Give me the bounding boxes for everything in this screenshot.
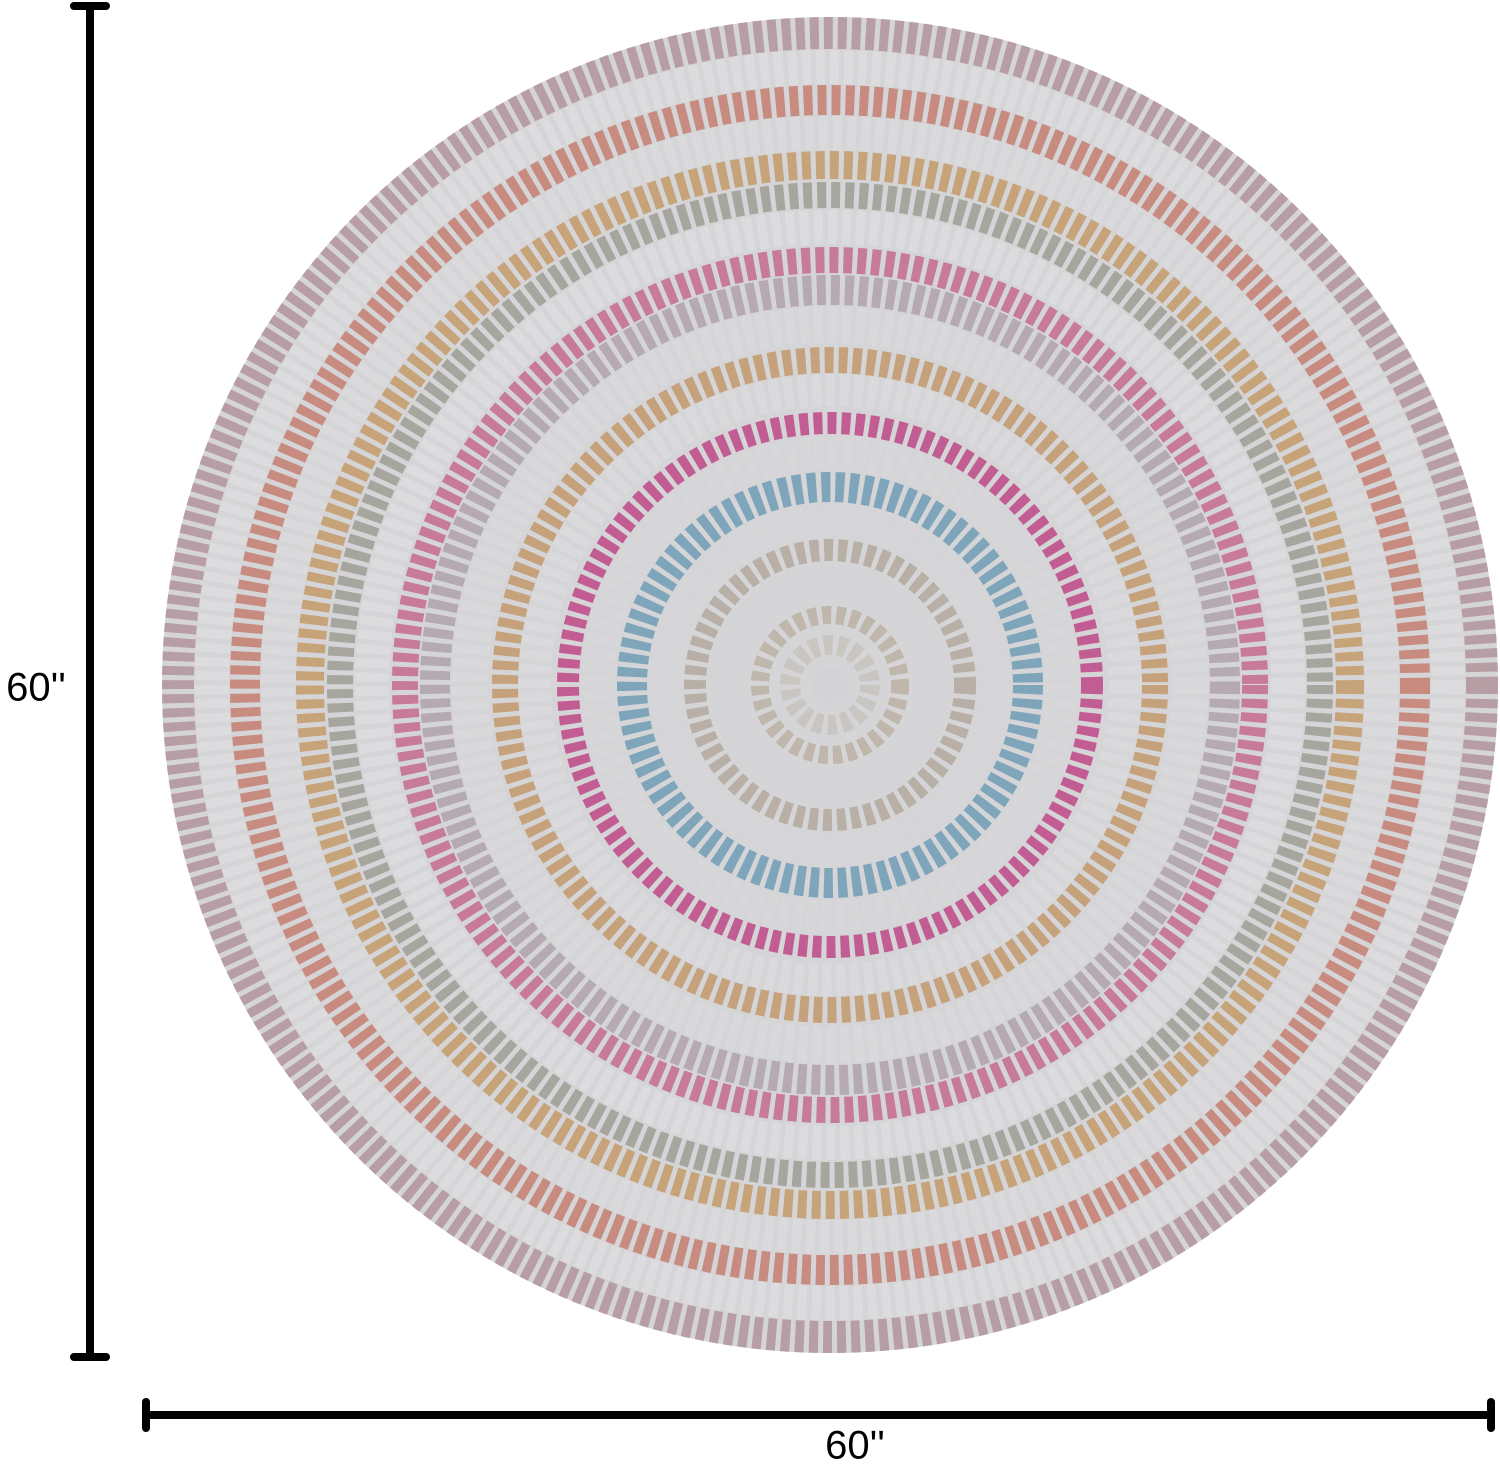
rug-ring — [355, 210, 1305, 1160]
rug-center — [812, 667, 848, 703]
rug-ring — [452, 307, 1208, 1063]
rug-ring — [296, 151, 1364, 1219]
width-label: 60'' — [825, 1424, 885, 1468]
rug-ring — [162, 17, 1498, 1353]
width-dimension — [142, 1398, 1495, 1432]
rug-ring — [420, 275, 1240, 1095]
rug-ring — [519, 374, 1141, 996]
rug — [162, 17, 1498, 1353]
rug-ring — [392, 247, 1268, 1123]
rug-ring — [617, 472, 1043, 898]
rug-ring — [684, 539, 976, 831]
rug-ring — [261, 116, 1399, 1254]
rug-ring — [650, 505, 1010, 865]
rug-ring — [327, 182, 1333, 1188]
rug-ring — [492, 347, 1168, 1023]
rug-ring — [557, 412, 1103, 958]
rug-ring — [710, 565, 950, 805]
rug-ring — [780, 635, 880, 735]
height-label: 60'' — [6, 666, 66, 710]
rug-ring — [751, 606, 909, 764]
rug-ring — [195, 50, 1465, 1320]
rug-ring — [582, 437, 1078, 933]
height-dimension — [70, 2, 110, 1361]
rug-ring — [230, 85, 1430, 1285]
